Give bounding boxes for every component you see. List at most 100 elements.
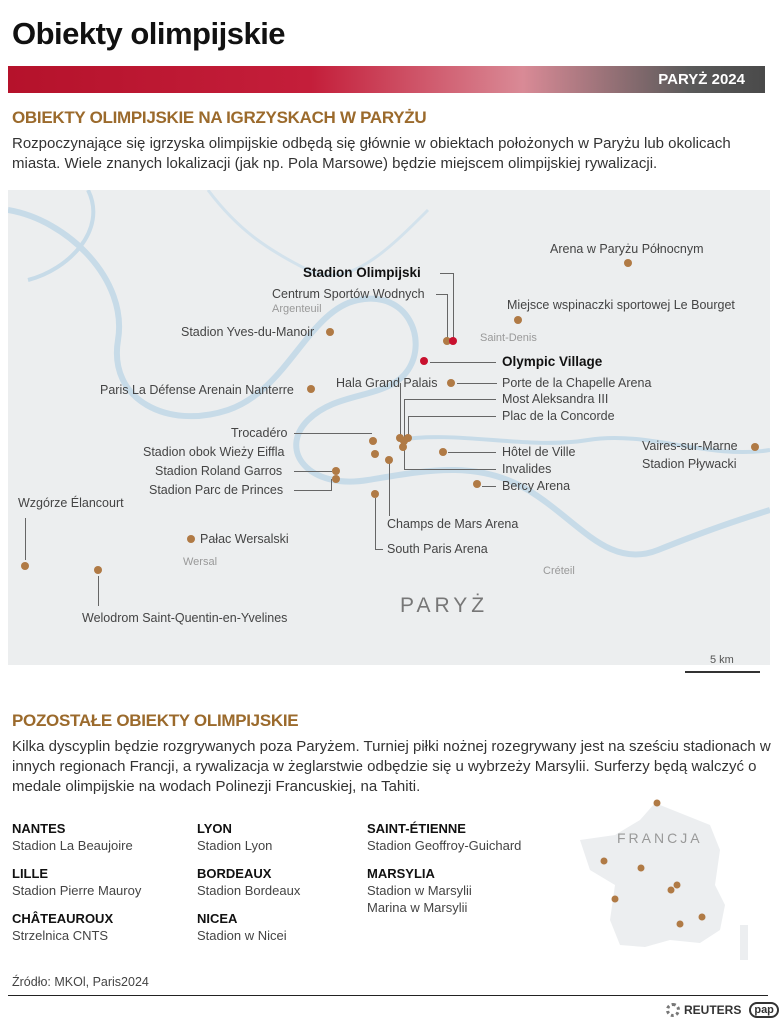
venue-marker <box>332 467 340 475</box>
city-nicea: NICEA Stadion w Nicei <box>197 911 287 943</box>
source-note: Źródło: MKOl, Paris2024 <box>12 975 149 989</box>
leader-line <box>440 273 454 274</box>
leader-line <box>25 518 26 560</box>
leader-line <box>404 399 405 437</box>
venue-label: Champs de Mars Arena <box>387 517 519 531</box>
venue-marker <box>371 490 379 498</box>
paris-heading: OBIEKTY OLIMPIJSKIE NA IGRZYSKACH W PARY… <box>12 108 427 127</box>
venue-label: Plac de la Concorde <box>502 409 615 423</box>
city-lyon: LYON Stadion Lyon <box>197 821 273 853</box>
venue-label: Wzgórze Élancourt <box>18 496 124 510</box>
city-nantes: NANTES Stadion La Beaujoire <box>12 821 133 853</box>
leader-line <box>430 362 496 363</box>
leader-line <box>436 294 448 295</box>
city-marker <box>637 864 645 872</box>
river-seine <box>8 190 770 558</box>
place-label: Saint-Denis <box>480 332 537 344</box>
france-map <box>580 799 748 960</box>
venue-marker <box>443 337 451 345</box>
venue-label-highlight: Olympic Village <box>502 354 603 369</box>
city-marker <box>600 857 608 865</box>
leader-line <box>447 294 448 341</box>
leader-line <box>408 416 496 417</box>
venue-marker <box>371 450 379 458</box>
venue-label: Invalides <box>502 462 552 476</box>
city-marker <box>698 913 706 921</box>
leader-line <box>98 576 99 606</box>
leader-line <box>457 383 497 384</box>
venue-marker <box>624 259 632 267</box>
leader-line <box>294 471 332 472</box>
leader-line <box>404 469 496 470</box>
scale-bar <box>685 671 760 673</box>
leader-line <box>453 273 454 341</box>
venue-label: Most Aleksandra III <box>502 392 609 406</box>
leader-line <box>482 486 496 487</box>
city-marker <box>611 895 619 903</box>
venue-label: Hôtel de Ville <box>502 445 576 459</box>
venue-label: Stadion Yves-du-Manoir <box>181 325 315 339</box>
venue-label: Porte de la Chapelle Arena <box>502 376 652 390</box>
venue-marker <box>514 316 522 324</box>
venue-marker <box>307 385 315 393</box>
leader-line <box>389 462 390 516</box>
venue-marker <box>751 443 759 451</box>
venue-marker <box>447 379 455 387</box>
france-label: FRANCJA <box>617 830 703 846</box>
other-heading: POZOSTAŁE OBIEKTY OLIMPIJSKIE <box>12 711 299 730</box>
venue-label: Hala Grand Palais <box>336 376 438 390</box>
pap-logo: pap <box>749 1002 779 1018</box>
venue-marker <box>439 448 447 456</box>
paris-map <box>8 190 770 665</box>
logos: REUTERS pap <box>666 1002 779 1018</box>
leader-line <box>448 452 496 453</box>
city-lille: LILLE Stadion Pierre Mauroy <box>12 866 142 898</box>
venue-marker <box>187 535 195 543</box>
leader-line <box>404 399 496 400</box>
venue-marker <box>326 328 334 336</box>
venue-marker <box>385 456 393 464</box>
leader-line <box>408 416 409 438</box>
venue-marker <box>400 437 408 445</box>
city-marker <box>676 920 684 928</box>
venue-marker <box>94 566 102 574</box>
place-label: Créteil <box>543 565 575 577</box>
venue-label: Welodrom Saint-Quentin-en-Yvelines <box>82 611 288 625</box>
banner-label: PARYŻ 2024 <box>658 71 745 88</box>
venue-marker-highlight <box>449 337 457 345</box>
place-label: Wersal <box>183 556 218 568</box>
venue-label: South Paris Arena <box>387 542 488 556</box>
venue-label: Paris La Défense Arenain Nanterre <box>100 383 294 397</box>
map-city-label: PARYŻ <box>400 594 489 617</box>
leader-line <box>331 479 332 490</box>
venue-label-highlight: Stadion Olimpijski <box>303 265 421 280</box>
venue-label: Centrum Sportów Wodnych <box>272 287 425 301</box>
venue-label: Arena w Paryżu Północnym <box>550 242 704 256</box>
venue-marker <box>332 475 340 483</box>
leader-line <box>404 448 405 469</box>
venue-label: Pałac Wersalski <box>200 532 289 546</box>
venue-marker <box>369 437 377 445</box>
reuters-logo: REUTERS <box>684 1003 742 1017</box>
scale-label: 5 km <box>710 654 734 666</box>
venue-marker <box>404 434 412 442</box>
other-description: Kilka dyscyplin będzie rozgrywanych poza… <box>12 738 771 795</box>
venue-label: Stadion Parc de Princes <box>149 483 284 497</box>
paris-description: Rozpoczynające się igrzyska olimpijskie … <box>12 135 731 172</box>
city-marsylia: MARSYLIA Stadion w Marsylii Marina w Marsy… <box>367 866 472 915</box>
venue-marker <box>399 443 407 451</box>
city-marker <box>653 799 661 807</box>
leader-line <box>294 490 332 491</box>
venue-label: Miejsce wspinaczki sportowej Le Bourget <box>507 298 735 312</box>
venue-marker <box>21 562 29 570</box>
reuters-icon <box>666 1003 680 1017</box>
leader-line <box>375 549 383 550</box>
leader-line <box>294 433 372 434</box>
page-title: Obiekty olimpijskie <box>12 16 286 51</box>
city-saint-etienne: SAINT-ÉTIENNE Stadion Geoffroy-Guichard <box>367 821 522 853</box>
leader-line <box>400 383 401 437</box>
footer-divider <box>8 995 768 996</box>
venue-marker <box>473 480 481 488</box>
venue-label: Vaires-sur-Marne <box>642 439 738 453</box>
